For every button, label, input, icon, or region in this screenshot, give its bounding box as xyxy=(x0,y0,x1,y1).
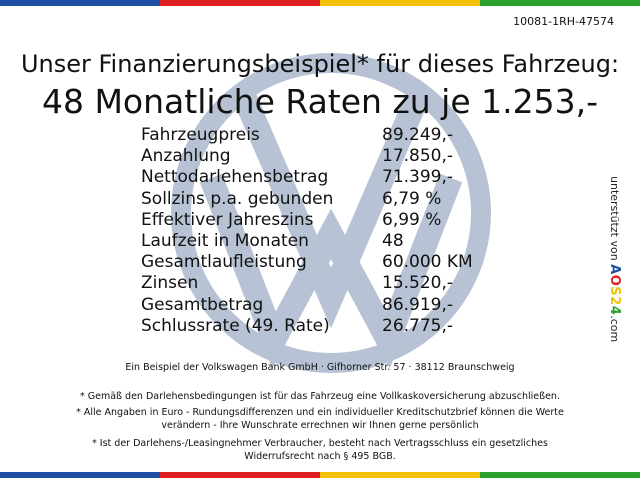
top-color-stripe xyxy=(0,0,640,6)
finance-row: Gesamtlaufleistung 60.000 KM xyxy=(141,252,481,273)
finance-value: 15.520,- xyxy=(382,273,454,294)
finance-row: Schlussrate (49. Rate) 26.775,- xyxy=(141,316,481,337)
stripe-segment xyxy=(160,472,320,478)
footnote-insurance: * Gemäß den Darlehensbedingungen ist für… xyxy=(80,391,560,402)
sponsor-suffix: .com xyxy=(608,315,621,343)
bottom-color-stripe xyxy=(0,472,640,478)
finance-value: 48 xyxy=(382,230,404,251)
finance-label: Schlussrate (49. Rate) xyxy=(141,315,330,336)
footnote-withdrawal: * Ist der Darlehens-/Leasingnehmer Verbr… xyxy=(0,437,640,463)
finance-label: Zinsen xyxy=(141,273,199,294)
logo-letter: S xyxy=(607,286,622,297)
finance-value: 26.775,- xyxy=(382,315,454,336)
aos24-sponsor-badge: unterstützt von AOS24.com xyxy=(607,176,622,342)
aos24-logo-digits: 24 xyxy=(607,296,622,315)
logo-digit: 4 xyxy=(607,305,622,316)
finance-value: 60.000 KM xyxy=(382,252,473,273)
logo-digit: 2 xyxy=(607,296,622,306)
finance-value: 71.399,- xyxy=(382,167,454,188)
finance-row: Zinsen 15.520,- xyxy=(141,273,481,294)
footnote-amounts-line2: verändern - Ihre Wunschrate errechnen wi… xyxy=(161,420,479,431)
finance-row: Sollzins p.a. gebunden 6,79 % xyxy=(141,189,481,210)
footnote-amounts-line1: * Alle Angaben in Euro - Rundungsdiffere… xyxy=(76,407,564,418)
footnote-withdrawal-line2: Widerrufsrecht nach § 495 BGB. xyxy=(244,451,396,462)
finance-value: 89.249,- xyxy=(382,125,454,145)
logo-letter: A xyxy=(607,264,622,275)
finance-label: Nettodarlehensbetrag xyxy=(141,167,329,188)
finance-label: Anzahlung xyxy=(141,146,231,167)
footnote-withdrawal-line1: * Ist der Darlehens-/Leasingnehmer Verbr… xyxy=(92,438,548,449)
stripe-segment xyxy=(480,0,640,6)
finance-row: Laufzeit in Monaten 48 xyxy=(141,231,481,252)
finance-label: Fahrzeugpreis xyxy=(141,125,260,145)
aos24-logo-letters: AOS xyxy=(607,264,622,296)
finance-row: Anzahlung 17.850,- xyxy=(141,146,481,167)
stripe-segment xyxy=(320,472,480,478)
stripe-segment xyxy=(0,472,160,478)
finance-label: Laufzeit in Monaten xyxy=(141,230,309,251)
finance-label: Gesamtbetrag xyxy=(141,294,264,315)
stripe-segment xyxy=(320,0,480,6)
aos24-logo: AOS24 xyxy=(607,264,622,315)
finance-value: 6,99 % xyxy=(382,209,442,230)
stripe-segment xyxy=(160,0,320,6)
stripe-segment xyxy=(0,0,160,6)
headline-finance-example: Unser Finanzierungsbeispiel* für dieses … xyxy=(20,50,620,78)
stripe-segment xyxy=(480,472,640,478)
footnote-amounts: * Alle Angaben in Euro - Rundungsdiffere… xyxy=(0,406,640,432)
finance-value: 17.850,- xyxy=(382,146,454,167)
finance-label: Effektiver Jahreszins xyxy=(141,209,314,230)
bank-address: Ein Beispiel der Volkswagen Bank GmbH · … xyxy=(125,362,515,373)
finance-row: Effektiver Jahreszins 6,99 % xyxy=(141,210,481,231)
finance-label: Sollzins p.a. gebunden xyxy=(141,188,334,209)
headline-monthly-rate: 48 Monatliche Raten zu je 1.253,- xyxy=(41,82,599,121)
finance-value: 6,79 % xyxy=(382,188,442,209)
finance-row: Fahrzeugpreis 89.249,- xyxy=(141,125,481,146)
reference-number: 10081-1RH-47574 xyxy=(513,15,614,28)
finance-label: Gesamtlaufleistung xyxy=(141,252,307,273)
vw-logo-watermark-icon xyxy=(171,53,491,373)
finance-row: Nettodarlehensbetrag 71.399,- xyxy=(141,167,481,188)
logo-letter: O xyxy=(607,274,622,287)
sponsor-prefix: unterstützt von xyxy=(608,176,621,261)
finance-table: Fahrzeugpreis 89.249,- Anzahlung 17.850,- … xyxy=(141,125,481,337)
finance-row: Gesamtbetrag 86.919,- xyxy=(141,295,481,316)
finance-value: 86.919,- xyxy=(382,294,454,315)
